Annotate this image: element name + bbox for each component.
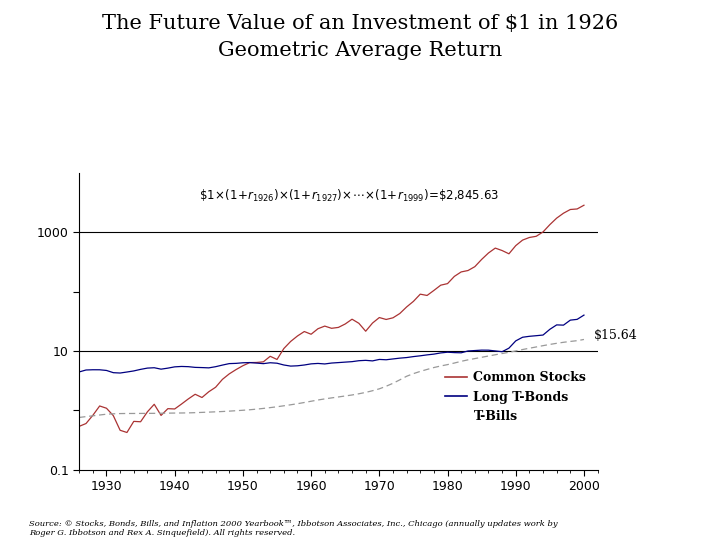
Common Stocks xyxy=(484,250,492,256)
Line: Long T-Bonds: Long T-Bonds xyxy=(79,315,584,373)
T-Bills xyxy=(470,355,479,362)
T-Bills xyxy=(491,352,500,358)
Long T-Bonds xyxy=(477,347,486,353)
Long T-Bonds xyxy=(484,347,492,353)
Common Stocks xyxy=(580,202,588,208)
Text: Source: © Stocks, Bonds, Bills, and Inflation 2000 Yearbook™, Ibbotson Associate: Source: © Stocks, Bonds, Bills, and Infl… xyxy=(29,520,557,537)
Common Stocks xyxy=(464,267,472,274)
T-Bills xyxy=(580,336,588,343)
Text: The Future Value of an Investment of $1 in 1926: The Future Value of an Investment of $1 … xyxy=(102,14,618,32)
Long T-Bonds xyxy=(532,333,541,339)
Legend: Common Stocks, Long T-Bonds, T-Bills: Common Stocks, Long T-Bonds, T-Bills xyxy=(440,367,591,428)
Long T-Bonds xyxy=(464,348,472,354)
Common Stocks xyxy=(75,423,84,430)
Common Stocks xyxy=(498,247,506,254)
Long T-Bonds xyxy=(580,312,588,319)
T-Bills xyxy=(116,410,125,417)
Long T-Bonds xyxy=(75,369,84,375)
Text: $15.64: $15.64 xyxy=(594,329,638,342)
Common Stocks xyxy=(122,429,131,436)
T-Bills xyxy=(477,354,486,361)
T-Bills xyxy=(457,358,466,365)
Line: Common Stocks: Common Stocks xyxy=(79,205,584,433)
T-Bills xyxy=(75,414,84,421)
Long T-Bonds xyxy=(122,369,131,375)
Text: Geometric Average Return: Geometric Average Return xyxy=(218,40,502,59)
Common Stocks xyxy=(532,233,541,240)
Line: T-Bills: T-Bills xyxy=(79,340,584,417)
Common Stocks xyxy=(116,427,125,434)
Long T-Bonds xyxy=(498,348,506,355)
T-Bills xyxy=(525,345,534,352)
Long T-Bonds xyxy=(116,370,125,376)
Text: $\$1\!\times\!(1\!+\!r_{1926})\!\times\!(1\!+\!r_{1927})\!\times\!\cdots\!\times: $\$1\!\times\!(1\!+\!r_{1926})\!\times\!… xyxy=(199,187,499,204)
Common Stocks xyxy=(477,256,486,262)
